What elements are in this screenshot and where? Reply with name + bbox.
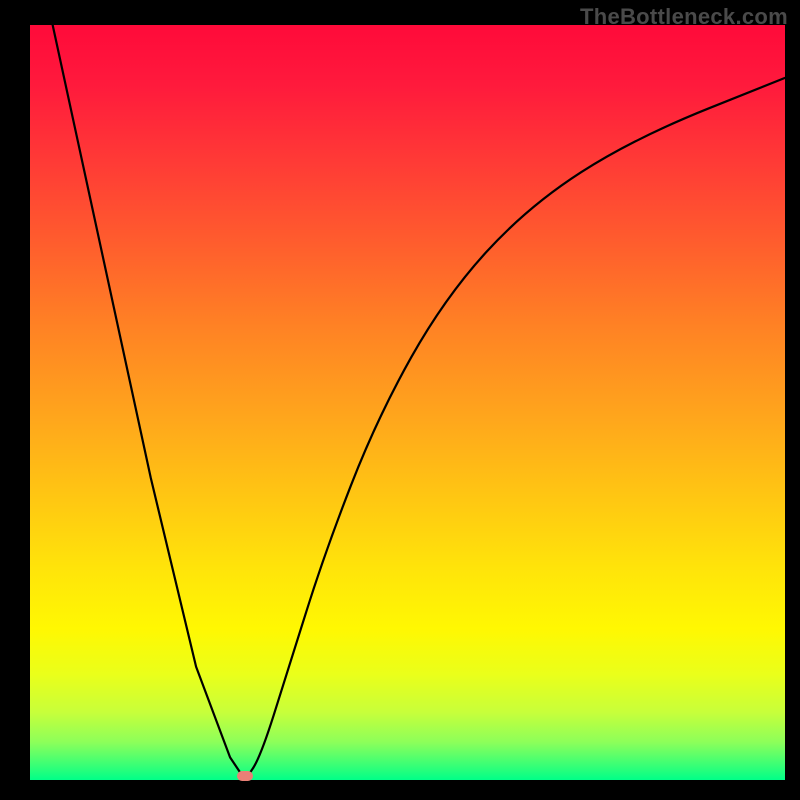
optimal-point-marker: [237, 771, 253, 781]
plot-area: [30, 25, 785, 780]
watermark-text: TheBottleneck.com: [580, 4, 788, 30]
bottleneck-curve: [30, 25, 785, 780]
